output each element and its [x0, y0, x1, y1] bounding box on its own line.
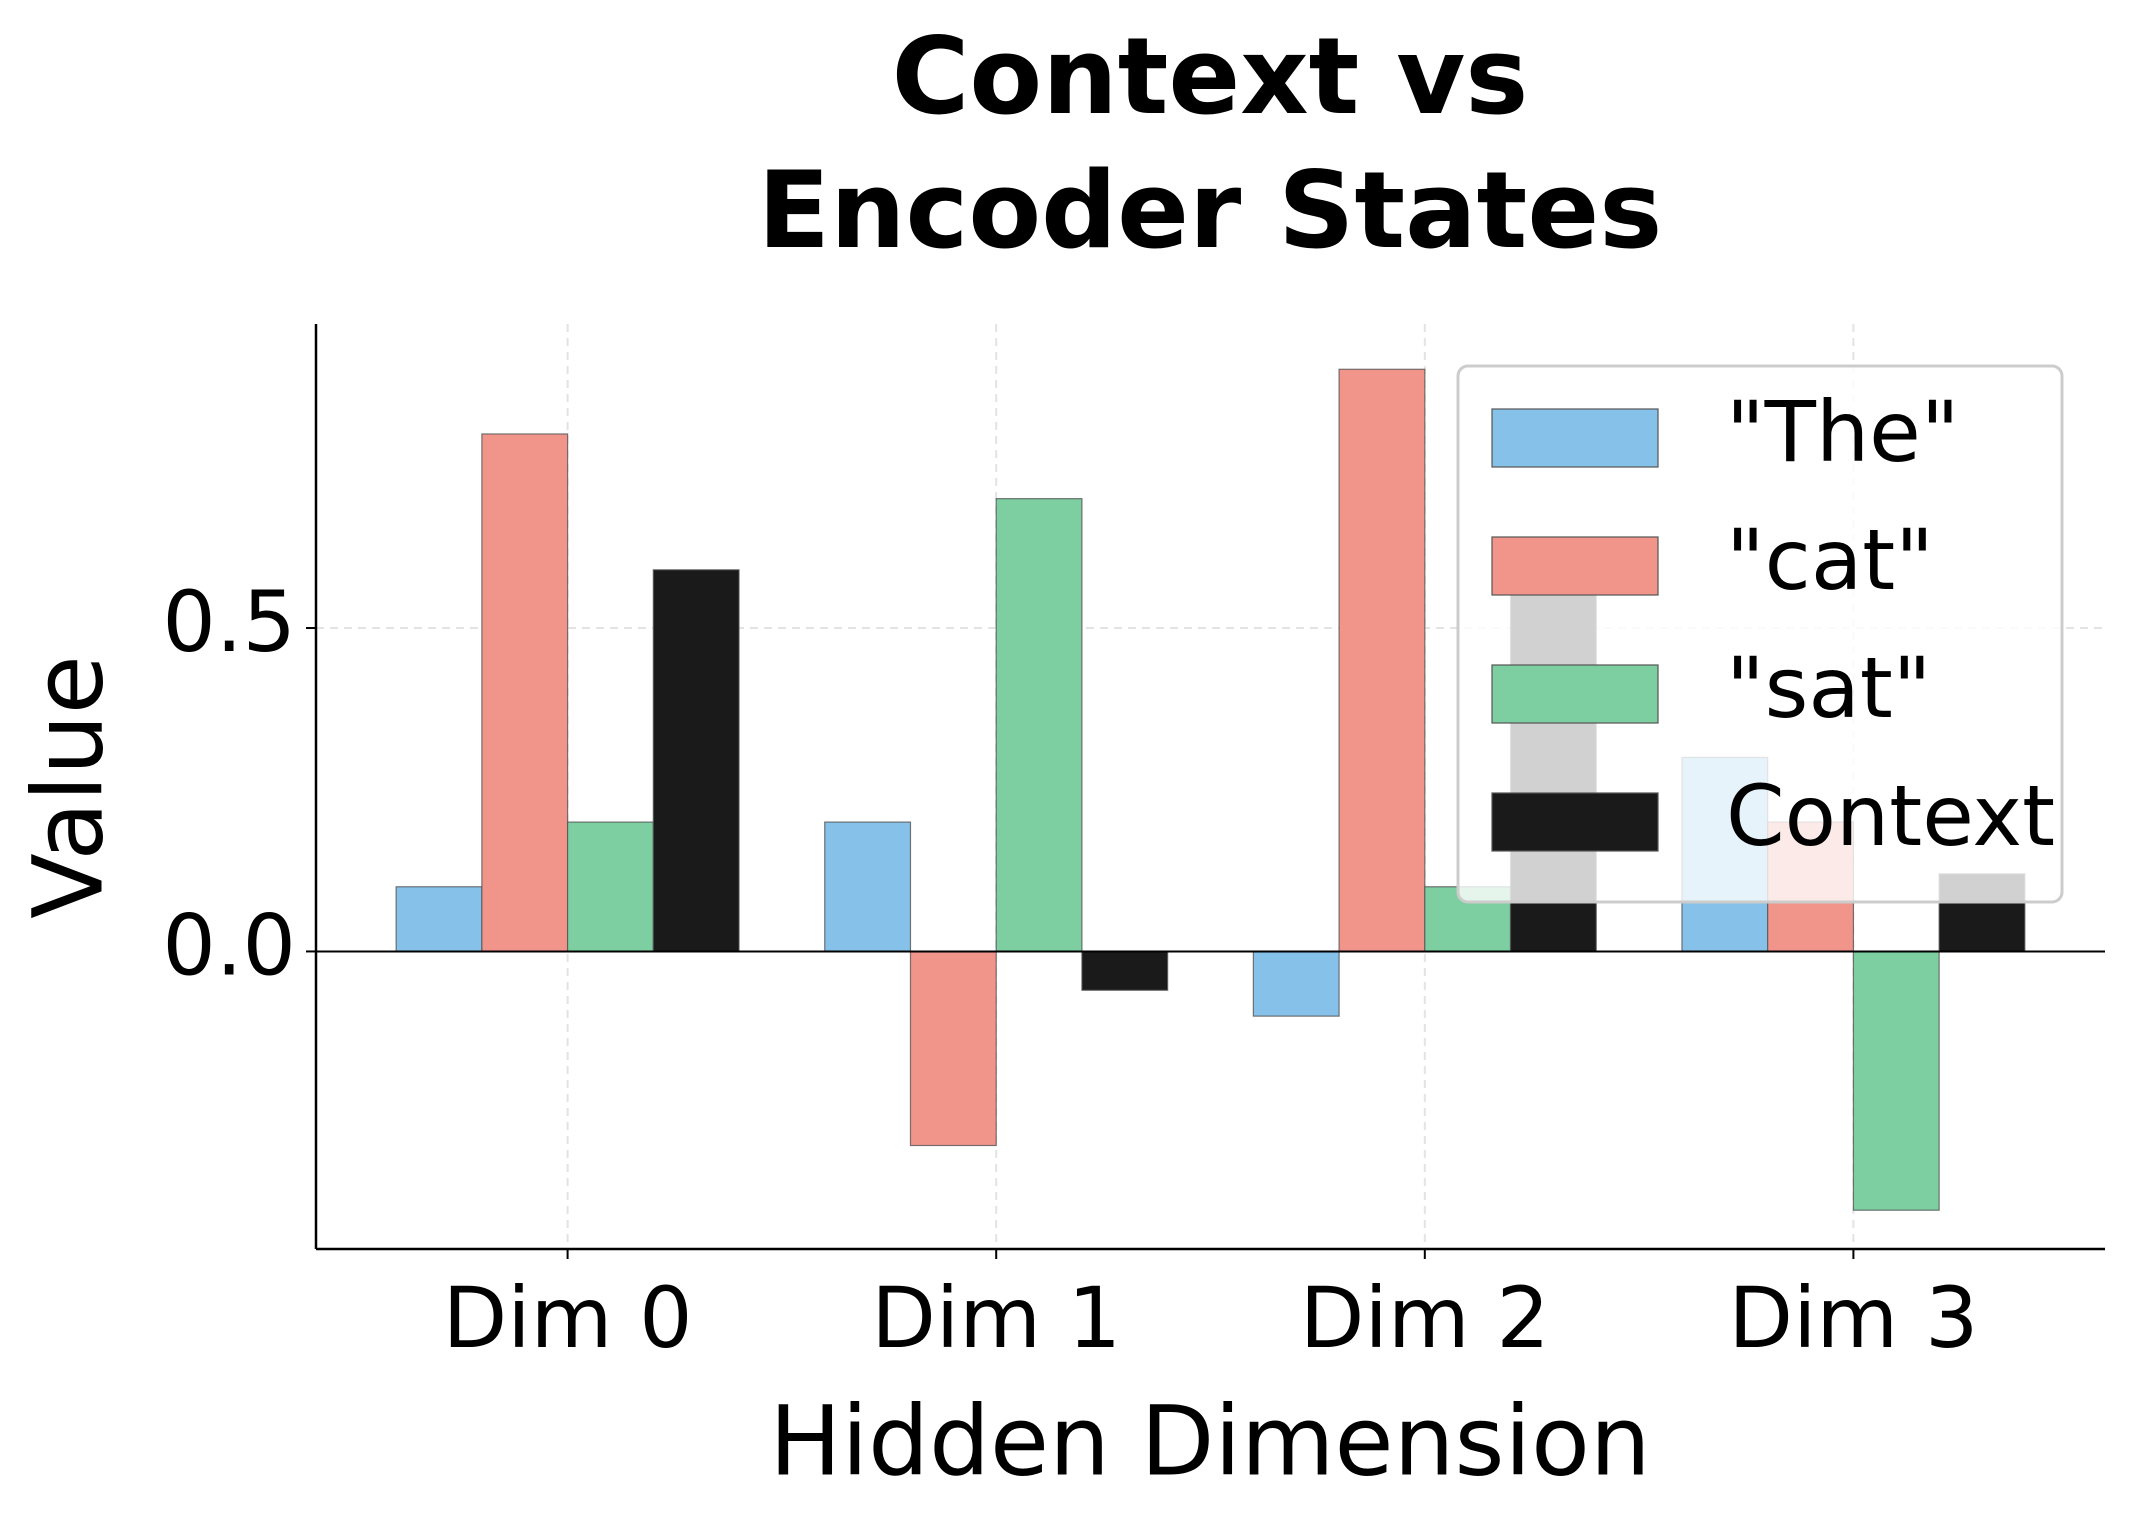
- bar: [1852, 950, 1940, 1211]
- bar: [824, 821, 912, 953]
- legend-swatch: [1491, 408, 1659, 468]
- y-axis-label: Value: [12, 655, 124, 919]
- bar: [652, 569, 740, 953]
- legend-label: "sat": [1726, 639, 1931, 737]
- bar: [481, 433, 569, 953]
- legend-swatch: [1491, 792, 1659, 852]
- chart-title: Encoder States: [758, 149, 1663, 272]
- legend-label: "cat": [1726, 511, 1934, 609]
- x-tick-label: Dim 0: [443, 1269, 693, 1367]
- legend-label: "The": [1726, 383, 1960, 481]
- x-tick-label: Dim 1: [871, 1269, 1121, 1367]
- bar: [1081, 950, 1169, 991]
- x-tick-label: Dim 3: [1728, 1269, 1978, 1367]
- chart-title: Context vs: [892, 15, 1529, 138]
- legend-box: [1456, 364, 2064, 904]
- x-axis-label: Hidden Dimension: [769, 1385, 1650, 1497]
- legend-label: Context: [1726, 767, 2055, 865]
- legend-swatch: [1491, 664, 1659, 724]
- bar: [909, 950, 997, 1147]
- y-tick-label: 0.5: [162, 573, 296, 671]
- bar: [566, 821, 654, 953]
- bar: [395, 886, 483, 953]
- legend: "The" "cat" "sat" Context: [1456, 364, 2064, 904]
- bar: [1338, 368, 1426, 953]
- y-tick-label: 0.0: [162, 896, 296, 994]
- bar: [1252, 950, 1340, 1017]
- bar: [995, 498, 1083, 953]
- legend-swatch: [1491, 536, 1659, 596]
- x-tick-label: Dim 2: [1300, 1269, 1550, 1367]
